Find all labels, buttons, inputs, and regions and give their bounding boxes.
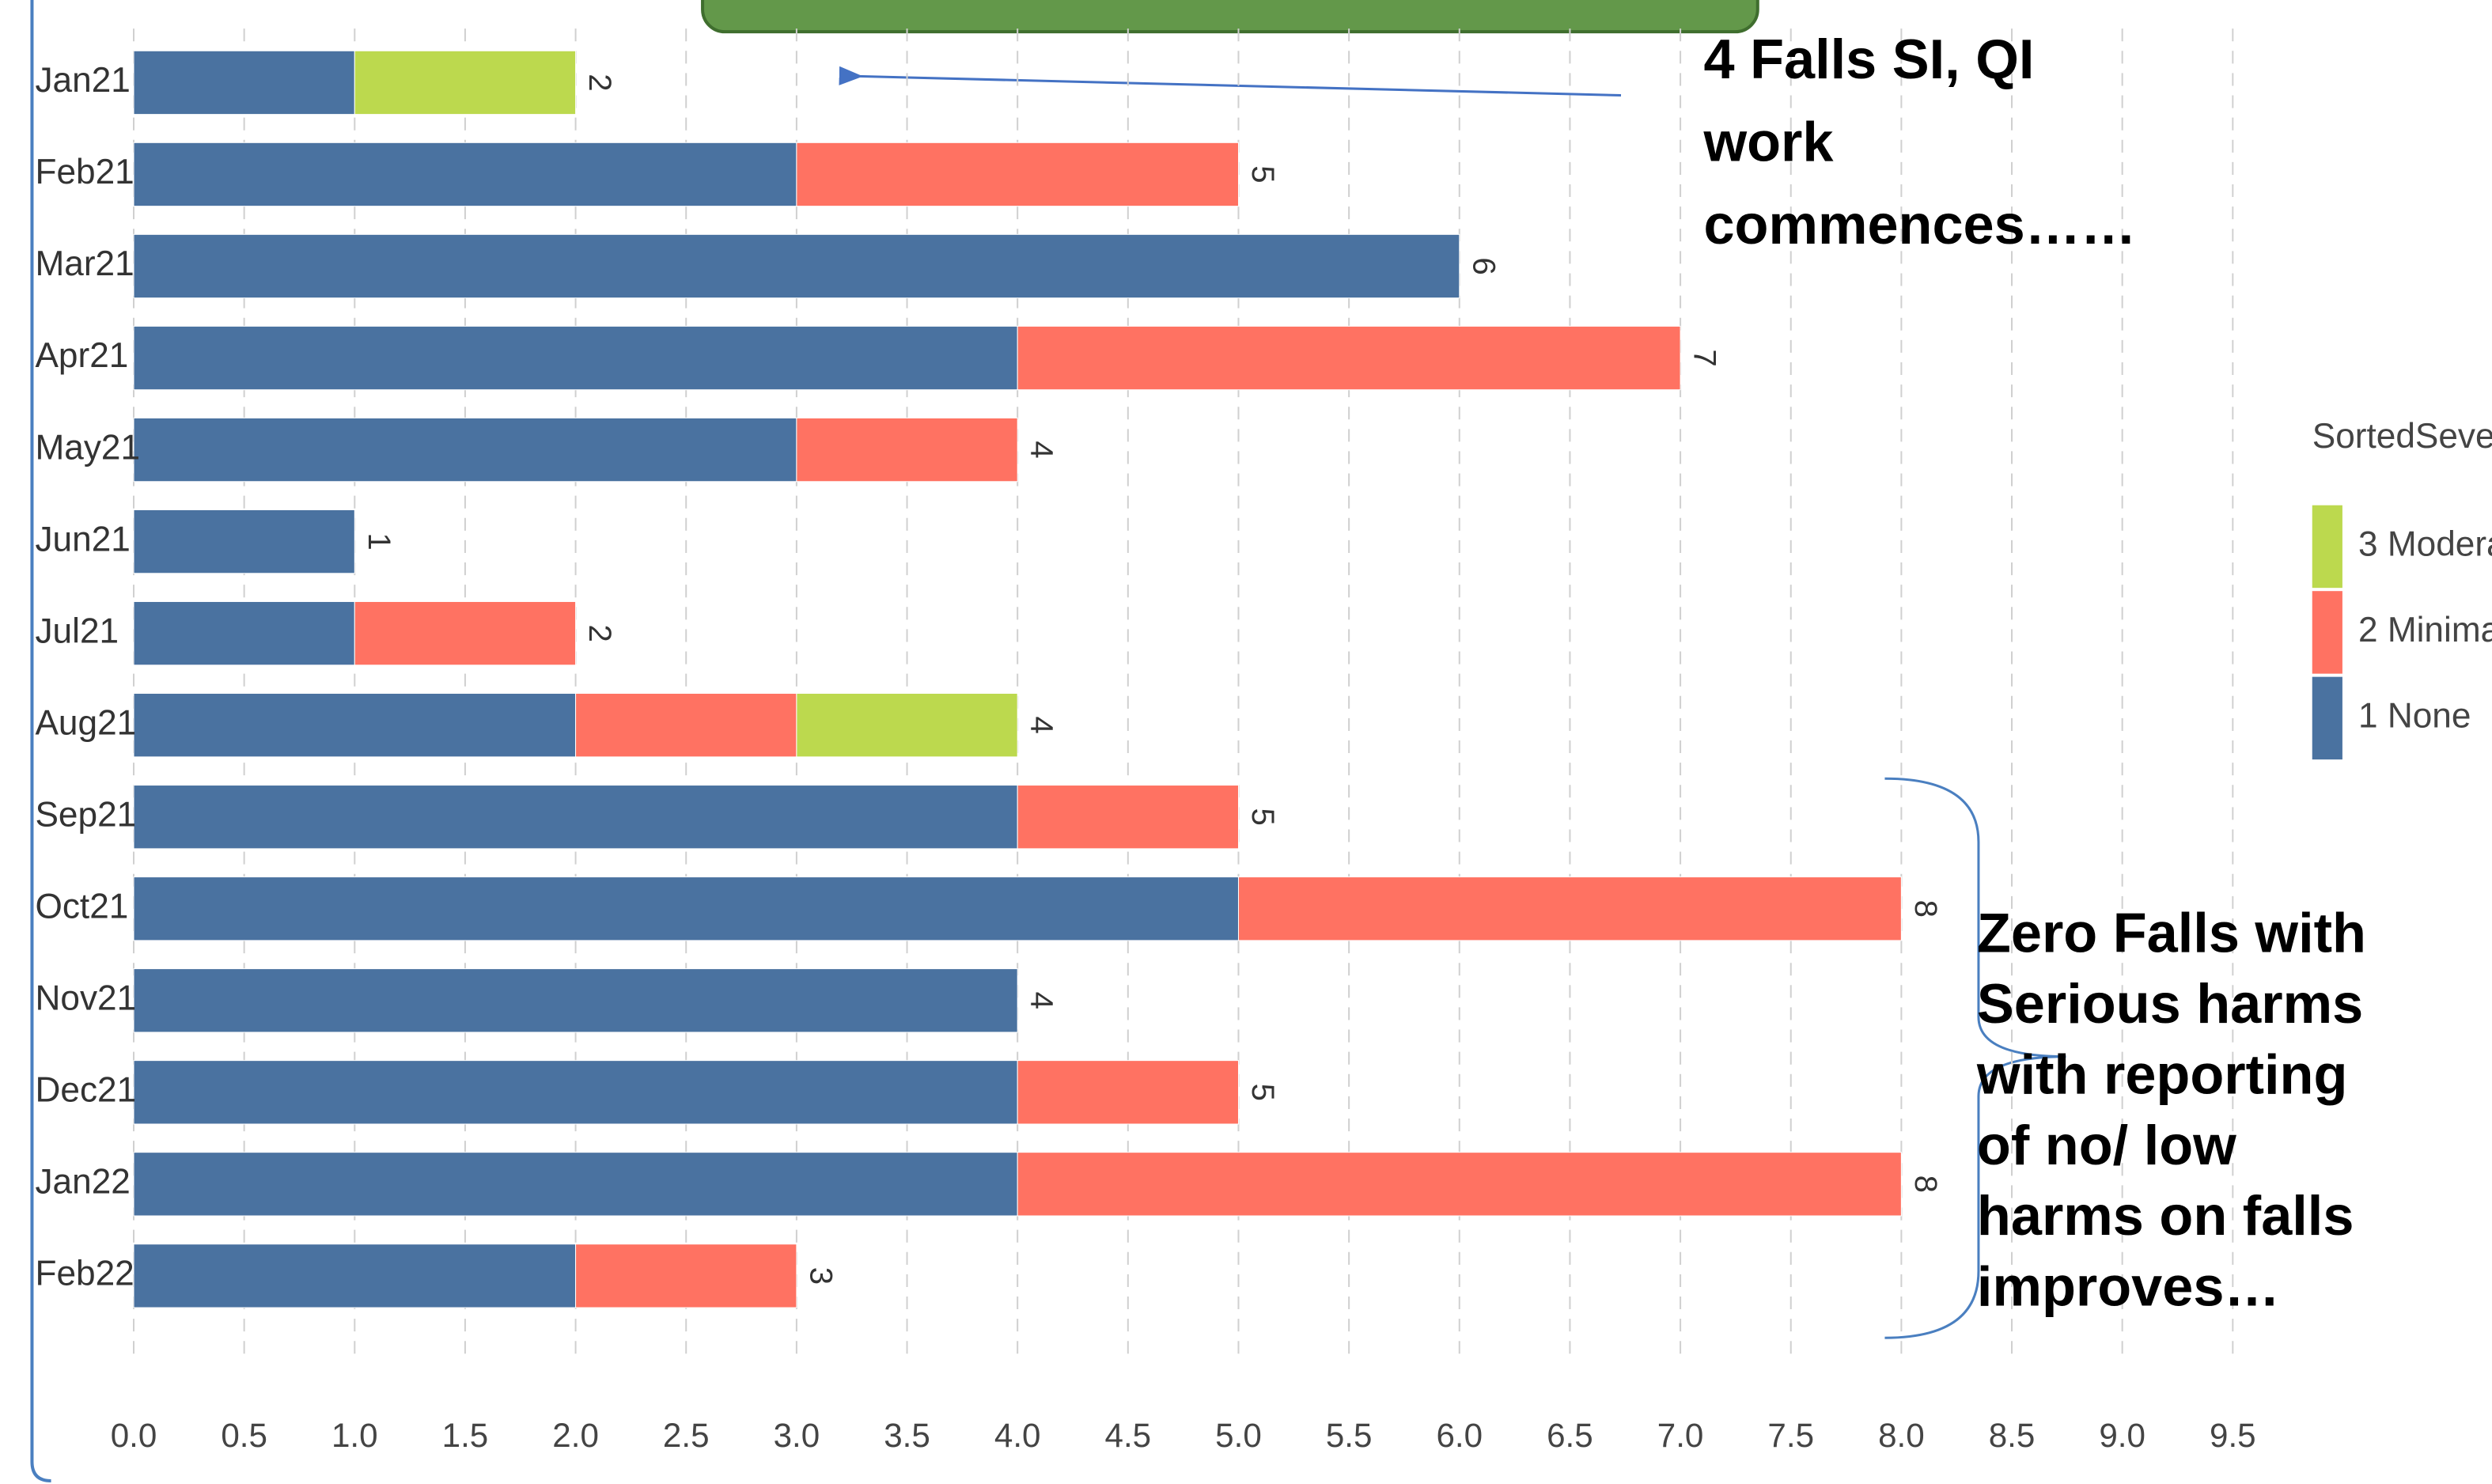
x-tick-label: 8.5 — [1989, 1417, 2036, 1454]
total-label: 5 — [1245, 165, 1281, 183]
y-tick-label: Feb21 — [35, 153, 134, 191]
annotation: Serious harms — [1977, 972, 2363, 1035]
total-label: 8 — [1908, 1175, 1944, 1193]
total-label: 4 — [1024, 441, 1060, 458]
bar-segment — [796, 693, 1018, 758]
total-label: 4 — [1024, 717, 1060, 734]
y-tick-label: Aug21 — [35, 703, 136, 742]
total-label: 1 — [362, 532, 397, 550]
bar-segment — [133, 785, 1018, 850]
bar-segment — [796, 142, 1239, 207]
bar-segment — [1017, 1060, 1239, 1125]
bar-segment — [575, 1244, 797, 1308]
total-label: 3 — [803, 1267, 839, 1285]
y-tick-label: Sep21 — [35, 795, 136, 834]
bar-segment — [133, 50, 355, 115]
legend-title: SortedSeverity — [2312, 417, 2492, 456]
total-label: 2 — [582, 624, 618, 642]
bar-segment — [1017, 785, 1239, 850]
arrow — [839, 66, 1622, 97]
total-label: 7 — [1687, 349, 1723, 366]
y-tick-label: Dec21 — [35, 1070, 136, 1109]
total-label: 6 — [1466, 257, 1502, 274]
bar-segment — [133, 600, 355, 666]
y-tick-label: Jan22 — [35, 1163, 130, 1202]
x-tick-label: 2.0 — [552, 1417, 599, 1454]
bar-segment — [1017, 325, 1681, 391]
x-tick-label: 7.0 — [1657, 1417, 1704, 1454]
y-tick-label: Apr21 — [35, 336, 128, 375]
bar-segment — [796, 417, 1018, 483]
bar-segment — [354, 600, 577, 666]
x-tick-label: 3.5 — [884, 1417, 930, 1454]
y-tick-label: Feb22 — [35, 1255, 134, 1293]
annotation: harms on falls — [1977, 1184, 2354, 1247]
annotation: work — [1702, 110, 1834, 172]
bars — [133, 50, 1902, 1308]
bar-segment — [133, 693, 577, 758]
y-tick-label: Jun21 — [35, 520, 130, 558]
annotation: with reporting — [1976, 1043, 2348, 1105]
x-tick-label: 4.5 — [1105, 1417, 1152, 1454]
bar-segment — [133, 1244, 577, 1308]
total-label: 5 — [1245, 808, 1281, 826]
legend-label: 3 Moderate — [2358, 525, 2492, 564]
bar-segment — [575, 693, 797, 758]
x-tick-label: 6.5 — [1547, 1417, 1593, 1454]
labels: 0.0 0.5 1.0 1.5 2.0 2.5 3.0 3.5 4.0 4.5 5.0 5.5 6.0 6… — [35, 28, 2492, 1454]
annotation: Zero Falls with — [1977, 902, 2366, 964]
x-tick-label: 9.0 — [2099, 1417, 2145, 1454]
bar-segment — [133, 417, 797, 483]
total-label: 5 — [1245, 1084, 1281, 1101]
x-tick-label: 7.5 — [1767, 1417, 1814, 1454]
total-label: 8 — [1908, 900, 1944, 918]
x-tick-label: 3.0 — [774, 1417, 820, 1454]
annotation: 4 Falls SI, QI — [1703, 28, 2034, 90]
bar-segment — [133, 1152, 1018, 1217]
bar-segment — [133, 968, 1018, 1033]
y-tick-label: May21 — [35, 428, 140, 467]
annotation: improves… — [1977, 1255, 2280, 1318]
x-tick-label: 1.5 — [442, 1417, 489, 1454]
total-label: 2 — [582, 74, 618, 91]
y-tick-label: Oct21 — [35, 887, 128, 926]
bar-segment — [354, 50, 577, 115]
x-tick-label: 0.0 — [111, 1417, 157, 1454]
legend-label: 2 Minimal — [2358, 611, 2492, 649]
header-box — [701, 0, 1759, 34]
y-tick-label: Jan21 — [35, 61, 130, 100]
x-tick-label: 5.0 — [1215, 1417, 1262, 1454]
total-label: 4 — [1024, 992, 1060, 1009]
legend-label: 1 None — [2358, 697, 2471, 736]
y-tick-label: Jul21 — [35, 611, 119, 650]
x-tick-label: 1.0 — [331, 1417, 378, 1454]
x-tick-label: 2.5 — [663, 1417, 710, 1454]
brace — [1884, 777, 2066, 1339]
x-tick-label: 8.0 — [1878, 1417, 1925, 1454]
legend-swatch — [2312, 505, 2342, 589]
annotation: commences…… — [1703, 193, 2136, 256]
bar-segment — [133, 142, 797, 207]
bar-segment — [133, 1060, 1018, 1125]
legend-swatch — [2312, 676, 2342, 760]
x-tick-label: 6.0 — [1436, 1417, 1483, 1454]
frame-edge — [30, 0, 51, 1482]
x-tick-label: 5.5 — [1326, 1417, 1373, 1454]
x-tick-label: 4.0 — [994, 1417, 1041, 1454]
legend-swatch — [2312, 591, 2342, 674]
annotation: of no/ low — [1977, 1114, 2236, 1176]
bar-segment — [133, 509, 355, 574]
x-tick-label: 0.5 — [221, 1417, 267, 1454]
x-tick-label: 9.5 — [2210, 1417, 2256, 1454]
bar-segment — [133, 233, 1460, 299]
y-tick-label: Mar21 — [35, 244, 134, 283]
bar-segment — [133, 876, 1239, 941]
y-tick-label: Nov21 — [35, 979, 136, 1017]
bar-segment — [1237, 876, 1902, 941]
bar-segment — [1017, 1152, 1902, 1217]
bar-segment — [133, 325, 1018, 391]
